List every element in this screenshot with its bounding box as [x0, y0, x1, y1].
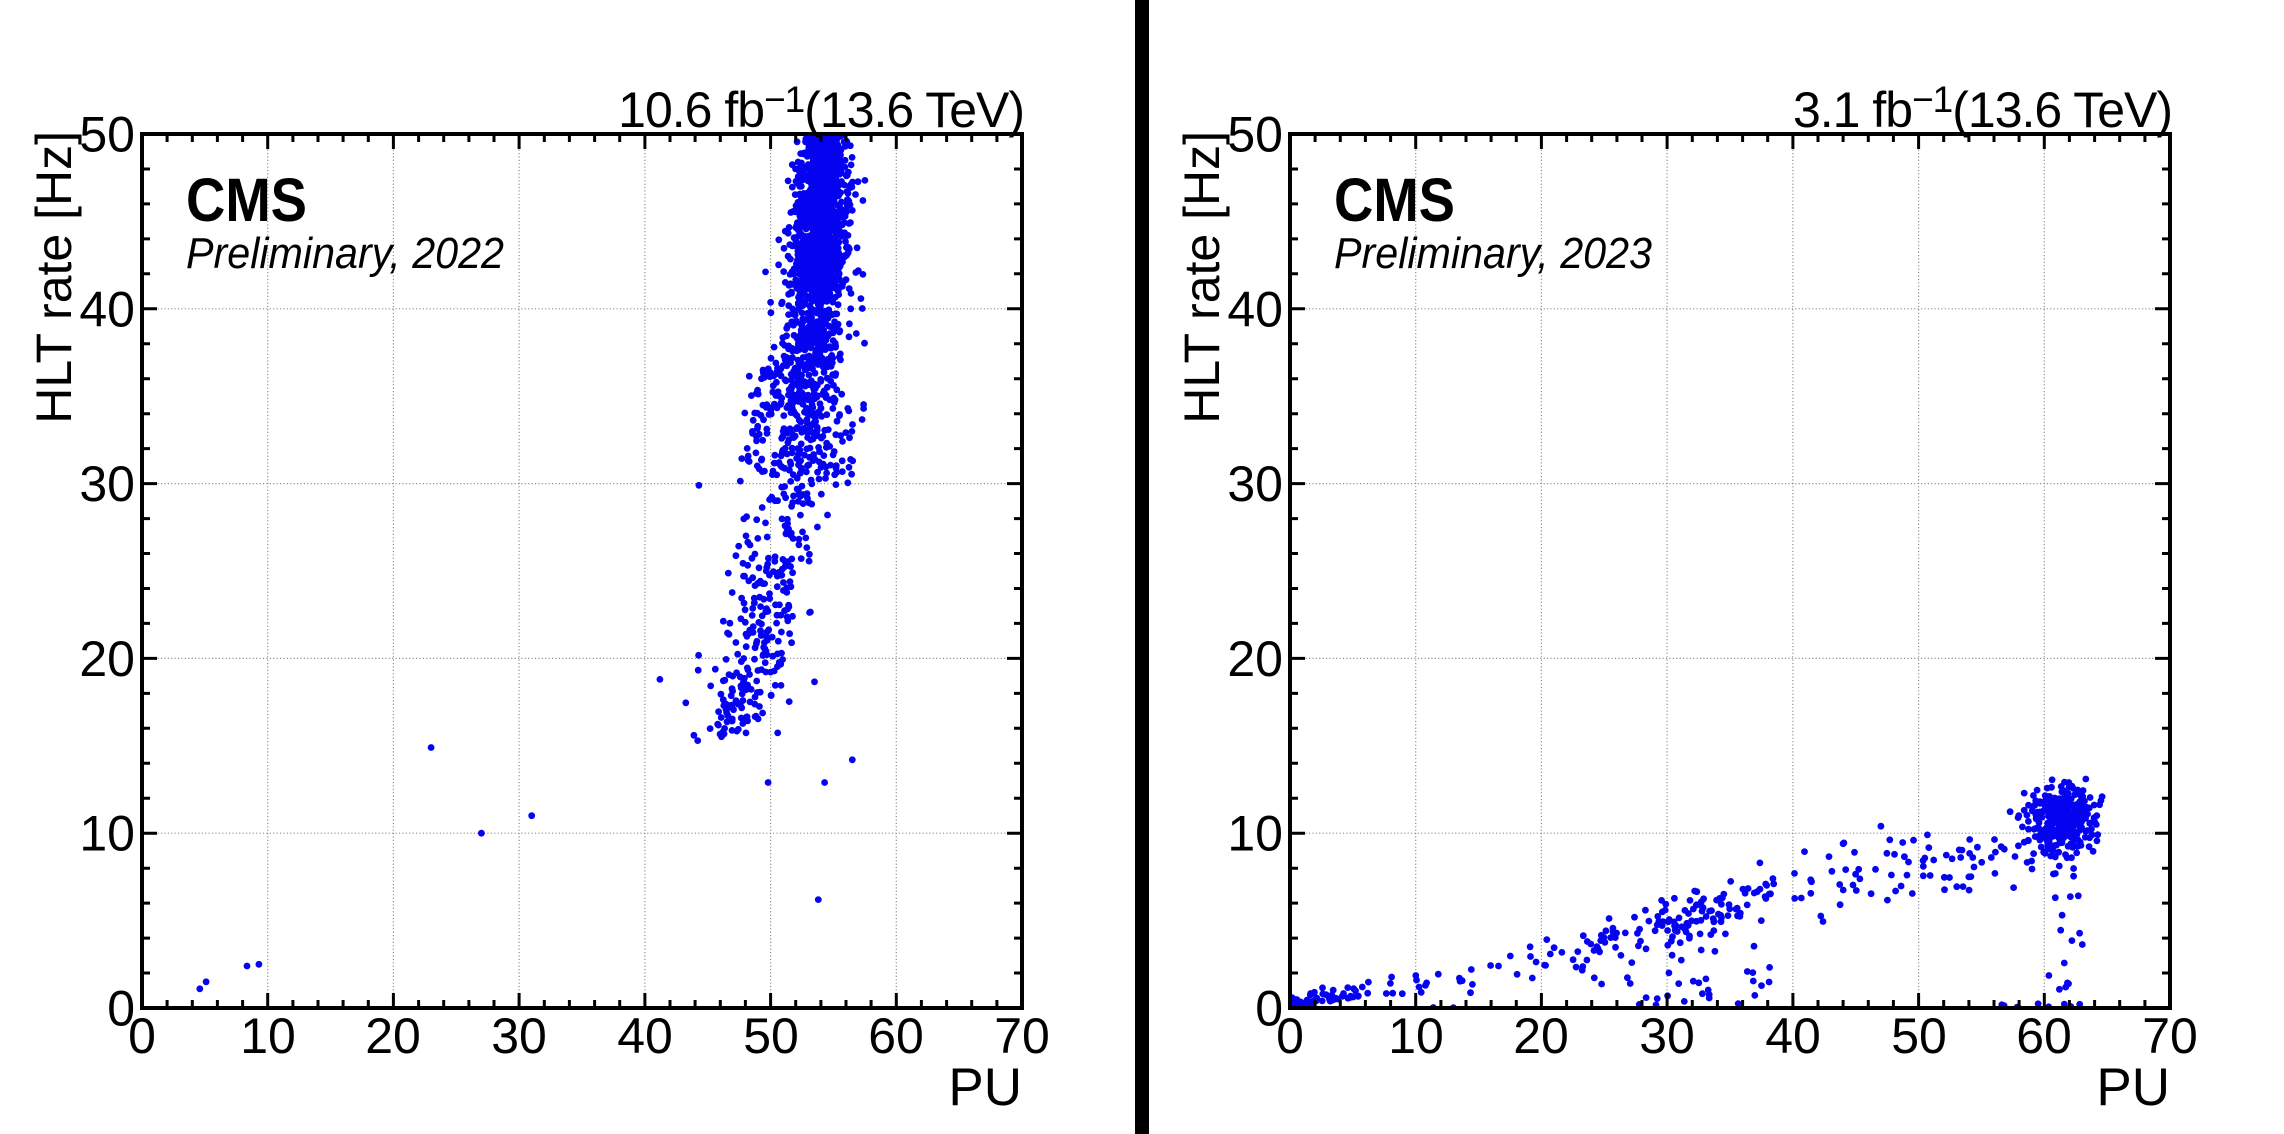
svg-text:0: 0 — [107, 981, 135, 1037]
svg-text:40: 40 — [617, 1008, 673, 1064]
svg-text:60: 60 — [2016, 1008, 2072, 1064]
svg-text:CMS: CMS — [1334, 166, 1455, 234]
svg-text:60: 60 — [868, 1008, 924, 1064]
svg-text:CMS: CMS — [186, 166, 307, 234]
svg-text:50: 50 — [1891, 1008, 1947, 1064]
svg-text:0: 0 — [1255, 981, 1283, 1037]
svg-text:10: 10 — [1227, 806, 1283, 862]
svg-text:10: 10 — [240, 1008, 296, 1064]
svg-text:Preliminary, 2023: Preliminary, 2023 — [1334, 229, 1652, 278]
svg-text:30: 30 — [1227, 456, 1283, 512]
svg-text:20: 20 — [1227, 631, 1283, 687]
svg-text:30: 30 — [79, 456, 135, 512]
svg-text:40: 40 — [1227, 281, 1283, 337]
svg-text:0: 0 — [128, 1008, 156, 1064]
svg-text:20: 20 — [79, 631, 135, 687]
svg-text:HLT rate [Hz]: HLT rate [Hz] — [1174, 131, 1230, 424]
svg-text:70: 70 — [2142, 1008, 2198, 1064]
svg-text:10: 10 — [79, 806, 135, 862]
svg-text:3.1 fb−1(13.6 TeV): 3.1 fb−1(13.6 TeV) — [1793, 79, 2172, 138]
svg-text:HLT rate [Hz]: HLT rate [Hz] — [26, 131, 82, 424]
svg-text:70: 70 — [994, 1008, 1050, 1064]
svg-text:50: 50 — [743, 1008, 799, 1064]
svg-text:40: 40 — [1765, 1008, 1821, 1064]
svg-text:50: 50 — [79, 107, 135, 163]
svg-text:PU: PU — [948, 1058, 1022, 1117]
svg-text:10.6 fb−1(13.6 TeV): 10.6 fb−1(13.6 TeV) — [618, 79, 1024, 138]
svg-text:0: 0 — [1276, 1008, 1304, 1064]
svg-text:30: 30 — [1639, 1008, 1695, 1064]
svg-text:40: 40 — [79, 281, 135, 337]
svg-text:Preliminary, 2022: Preliminary, 2022 — [186, 229, 504, 278]
svg-text:20: 20 — [1513, 1008, 1569, 1064]
svg-text:PU: PU — [2096, 1058, 2170, 1117]
svg-text:30: 30 — [491, 1008, 547, 1064]
svg-text:10: 10 — [1388, 1008, 1444, 1064]
svg-text:20: 20 — [365, 1008, 421, 1064]
svg-text:50: 50 — [1227, 107, 1283, 163]
